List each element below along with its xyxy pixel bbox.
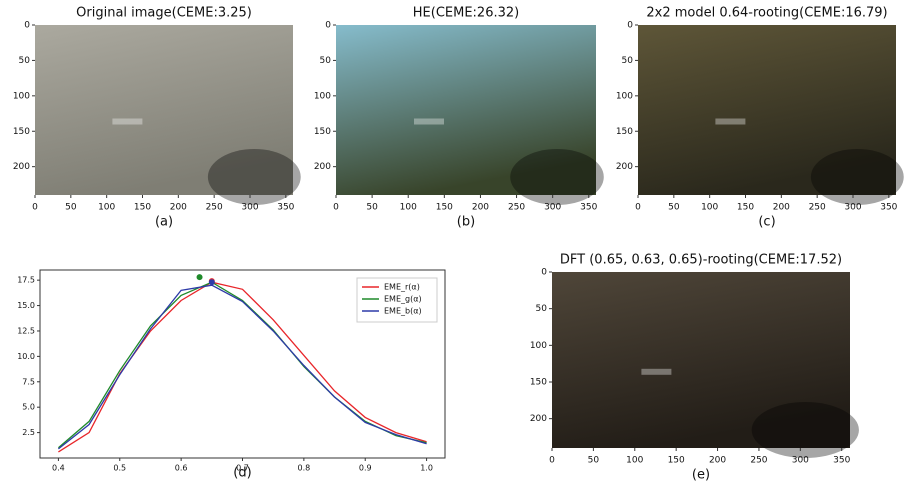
y-tick-label: 50 bbox=[19, 56, 31, 66]
image-detail bbox=[510, 149, 604, 205]
x-tick-label: 350 bbox=[880, 203, 897, 213]
x-tick-label: 250 bbox=[750, 456, 767, 466]
x-tick-label: 150 bbox=[134, 203, 151, 213]
image-detail bbox=[208, 149, 301, 205]
y-tick-label: 17.5 bbox=[17, 276, 35, 285]
y-tick-label: 100 bbox=[314, 91, 331, 101]
image-detail bbox=[112, 119, 142, 125]
x-tick-label: 50 bbox=[588, 456, 600, 466]
x-tick-label: 250 bbox=[508, 203, 525, 213]
x-tick-label: 200 bbox=[773, 203, 790, 213]
y-tick-label: 50 bbox=[622, 56, 634, 66]
y-tick-label: 100 bbox=[13, 91, 30, 101]
x-tick-label: 50 bbox=[366, 203, 378, 213]
x-tick-label: 50 bbox=[668, 203, 680, 213]
y-tick-label: 200 bbox=[314, 162, 331, 172]
x-tick-label: 0.5 bbox=[113, 464, 126, 473]
y-tick-label: 50 bbox=[536, 304, 548, 314]
x-tick-label: 200 bbox=[170, 203, 187, 213]
x-tick-label: 50 bbox=[65, 203, 77, 213]
image-detail bbox=[641, 369, 671, 375]
caption: (c) bbox=[758, 215, 775, 230]
x-tick-label: 250 bbox=[206, 203, 223, 213]
y-tick-label: 0 bbox=[541, 268, 547, 278]
x-tick-label: 0.9 bbox=[359, 464, 372, 473]
x-tick-label: 0 bbox=[635, 203, 641, 213]
legend-label: EME_g(α) bbox=[384, 295, 422, 304]
panel-title: 2x2 model 0.64-rooting(CEME:16.79) bbox=[646, 6, 887, 21]
legend-label: EME_b(α) bbox=[384, 307, 422, 316]
image-detail bbox=[752, 402, 859, 458]
x-tick-label: 0.4 bbox=[52, 464, 65, 473]
caption: (b) bbox=[457, 215, 475, 230]
page: {"chart_data": [ {"type": "image", "titl… bbox=[0, 0, 906, 485]
peak-marker bbox=[209, 279, 215, 285]
y-tick-label: 200 bbox=[13, 162, 30, 172]
x-tick-label: 100 bbox=[626, 456, 643, 466]
legend-label: EME_r(α) bbox=[384, 283, 420, 292]
y-tick-label: 150 bbox=[616, 127, 633, 137]
peak-marker bbox=[197, 274, 203, 280]
x-tick-label: 0 bbox=[549, 456, 555, 466]
panel-title: Original image(CEME:3.25) bbox=[76, 6, 252, 21]
y-tick-label: 150 bbox=[530, 378, 547, 388]
x-tick-label: 0.6 bbox=[175, 464, 188, 473]
y-tick-label: 2.5 bbox=[22, 428, 35, 437]
y-tick-label: 15.0 bbox=[17, 301, 35, 310]
y-tick-label: 12.5 bbox=[17, 326, 35, 335]
y-tick-label: 200 bbox=[616, 162, 633, 172]
x-tick-label: 200 bbox=[709, 456, 726, 466]
x-tick-label: 250 bbox=[809, 203, 826, 213]
x-tick-label: 100 bbox=[400, 203, 417, 213]
y-tick-label: 7.5 bbox=[22, 377, 35, 386]
image-detail bbox=[715, 119, 745, 125]
caption: (e) bbox=[692, 468, 710, 483]
y-tick-label: 0 bbox=[627, 21, 633, 31]
x-tick-label: 300 bbox=[792, 456, 809, 466]
x-tick-label: 100 bbox=[98, 203, 115, 213]
y-tick-label: 100 bbox=[616, 91, 633, 101]
y-tick-label: 200 bbox=[530, 414, 547, 424]
figure: Original image(CEME:3.25) 0 50 100 150 200 250… bbox=[0, 0, 906, 485]
x-tick-label: 1.0 bbox=[420, 464, 433, 473]
x-tick-label: 350 bbox=[833, 456, 850, 466]
caption: (a) bbox=[155, 215, 173, 230]
x-tick-label: 300 bbox=[844, 203, 861, 213]
x-tick-label: 150 bbox=[436, 203, 453, 213]
x-tick-label: 0 bbox=[333, 203, 339, 213]
y-tick-label: 10.0 bbox=[17, 352, 35, 361]
x-tick-label: 150 bbox=[668, 456, 685, 466]
x-tick-label: 200 bbox=[472, 203, 489, 213]
image-detail bbox=[414, 119, 444, 125]
y-tick-label: 50 bbox=[320, 56, 332, 66]
y-tick-label: 5.0 bbox=[22, 403, 35, 412]
y-tick-label: 0 bbox=[325, 21, 331, 31]
x-tick-label: 150 bbox=[737, 203, 754, 213]
panel-title: HE(CEME:26.32) bbox=[413, 6, 519, 21]
x-tick-label: 0 bbox=[32, 203, 38, 213]
x-tick-label: 300 bbox=[241, 203, 258, 213]
x-tick-label: 300 bbox=[544, 203, 561, 213]
panel-title: DFT (0.65, 0.63, 0.65)-rooting(CEME:17.5… bbox=[560, 253, 842, 268]
image-detail bbox=[811, 149, 904, 205]
x-tick-label: 350 bbox=[277, 203, 294, 213]
y-tick-label: 150 bbox=[314, 127, 331, 137]
x-tick-label: 350 bbox=[580, 203, 597, 213]
x-tick-label: 0.8 bbox=[297, 464, 310, 473]
caption: (d) bbox=[233, 466, 251, 481]
y-tick-label: 0 bbox=[24, 21, 30, 31]
y-tick-label: 100 bbox=[530, 341, 547, 351]
y-tick-label: 150 bbox=[13, 127, 30, 137]
x-tick-label: 100 bbox=[701, 203, 718, 213]
